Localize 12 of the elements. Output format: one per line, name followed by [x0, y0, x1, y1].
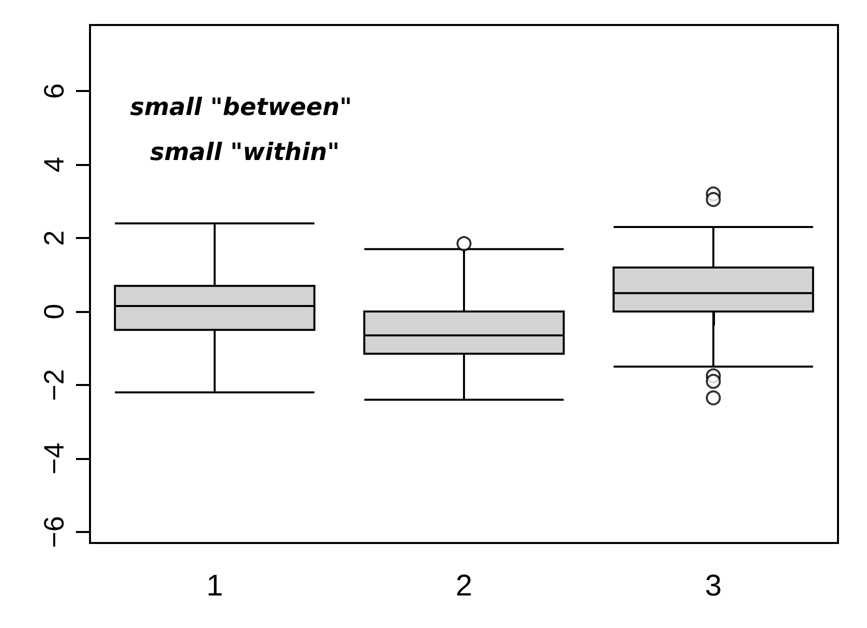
annotation: small "within": [150, 138, 340, 166]
y-tick-label: 4: [38, 156, 70, 172]
y-tick-label: 2: [38, 230, 70, 246]
y-tick-label: −2: [38, 369, 70, 401]
x-tick-label: 3: [704, 570, 722, 602]
y-tick-label: 0: [38, 304, 70, 320]
x-tick-label: 1: [206, 570, 224, 602]
y-tick-label: 6: [38, 83, 70, 99]
y-tick-label: −4: [38, 442, 70, 474]
y-tick-label: −6: [38, 516, 70, 548]
annotation: small "between": [130, 93, 352, 121]
x-tick-label: 2: [456, 570, 472, 602]
